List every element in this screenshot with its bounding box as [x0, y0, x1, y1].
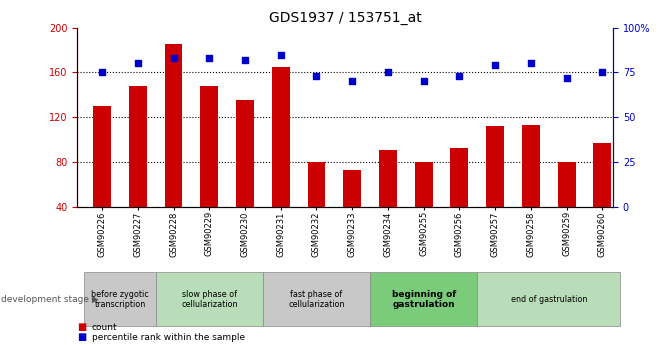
Bar: [129, 86, 147, 252]
Text: beginning of
gastrulation: beginning of gastrulation: [391, 289, 456, 309]
Point: [275, 52, 286, 57]
Point: [347, 79, 358, 84]
Text: count: count: [92, 323, 117, 332]
Title: GDS1937 / 153751_at: GDS1937 / 153751_at: [269, 11, 421, 25]
Point: [311, 73, 322, 79]
Bar: [415, 162, 433, 252]
Point: [204, 55, 214, 61]
Point: [168, 55, 179, 61]
Bar: [379, 150, 397, 252]
Point: [418, 79, 429, 84]
Bar: [155, 272, 263, 326]
Point: [490, 62, 500, 68]
Point: [96, 70, 107, 75]
Bar: [308, 162, 326, 252]
Point: [561, 75, 572, 81]
Bar: [93, 106, 111, 252]
Bar: [486, 126, 504, 252]
Bar: [477, 272, 620, 326]
Bar: [557, 162, 576, 252]
Point: [240, 57, 251, 63]
Point: [454, 73, 465, 79]
Text: development stage ▶: development stage ▶: [1, 295, 98, 304]
Text: before zygotic
transcription: before zygotic transcription: [91, 289, 149, 309]
Bar: [165, 45, 182, 252]
Text: ■: ■: [77, 332, 86, 342]
Bar: [84, 272, 155, 326]
Point: [597, 70, 608, 75]
Point: [383, 70, 393, 75]
Bar: [200, 86, 218, 252]
Bar: [370, 272, 477, 326]
Text: end of gastrulation: end of gastrulation: [511, 295, 587, 304]
Bar: [272, 67, 289, 252]
Point: [525, 61, 536, 66]
Bar: [263, 272, 370, 326]
Bar: [522, 125, 540, 252]
Text: percentile rank within the sample: percentile rank within the sample: [92, 333, 245, 342]
Point: [133, 61, 143, 66]
Bar: [236, 100, 254, 252]
Bar: [450, 148, 468, 252]
Text: fast phase of
cellularization: fast phase of cellularization: [288, 289, 344, 309]
Text: slow phase of
cellularization: slow phase of cellularization: [181, 289, 237, 309]
Text: ■: ■: [77, 322, 86, 332]
Bar: [343, 170, 361, 252]
Bar: [594, 143, 611, 252]
